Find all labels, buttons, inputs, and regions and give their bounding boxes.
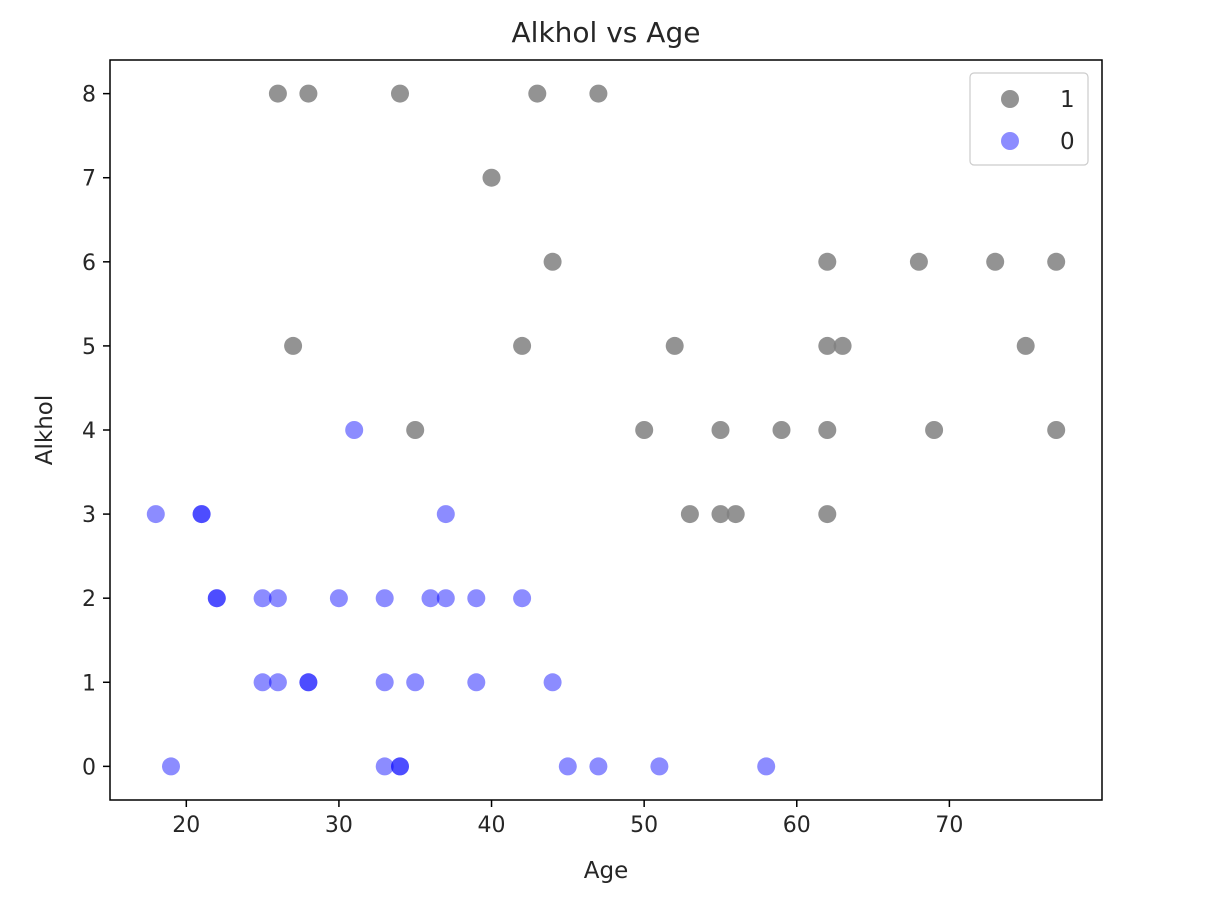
- point-series-1-6: [543, 252, 562, 271]
- y-tick-label-4: 4: [82, 419, 96, 444]
- point-series-1-16: [1016, 336, 1035, 355]
- point-series-1-24: [680, 505, 699, 524]
- point-series-1-3: [528, 84, 547, 103]
- point-series-2-25: [391, 757, 409, 776]
- chart-title: Alkhol vs Age: [512, 16, 701, 49]
- y-tick-label-2: 2: [82, 587, 96, 612]
- y-tick-label-0: 0: [82, 755, 96, 780]
- point-series-2-3: [192, 505, 211, 524]
- legend-box: [969, 72, 1089, 166]
- point-series-1-22: [925, 421, 944, 439]
- point-series-2-18: [299, 673, 318, 692]
- point-series-2-10: [375, 589, 394, 608]
- point-series-1-10: [1047, 252, 1066, 271]
- point-series-1-18: [635, 421, 654, 439]
- point-series-1-12: [513, 336, 532, 355]
- point-series-1-0: [268, 84, 287, 103]
- legend: 1 0: [969, 72, 1089, 166]
- point-series-2-5: [207, 589, 226, 608]
- x-tick-label-2: 40: [478, 813, 506, 838]
- ticks-layer: 20 30 40 50 60 70 0 1 2 3 4 5 6 7 8: [82, 83, 963, 838]
- point-series-2-9: [329, 589, 348, 608]
- point-series-2-16: [268, 673, 287, 692]
- point-series-1-15: [833, 336, 852, 355]
- point-series-2-19: [375, 673, 394, 692]
- point-series-2-15: [253, 673, 272, 692]
- point-series-1-21: [818, 421, 837, 439]
- point-series-2-7: [253, 589, 272, 608]
- y-tick-label-1: 1: [82, 671, 96, 696]
- point-series-1-25: [711, 505, 730, 524]
- point-series-1-11: [284, 336, 303, 355]
- point-series-2-6: [207, 589, 226, 608]
- point-series-1-14: [818, 336, 837, 355]
- point-series-2-22: [543, 673, 562, 692]
- point-series-2-29: [650, 757, 669, 776]
- point-series-2-2: [192, 505, 211, 524]
- point-series-2-21: [467, 673, 486, 692]
- y-tick-label-5: 5: [82, 335, 96, 360]
- point-series-1-7: [818, 252, 837, 271]
- x-tick-label-1: 30: [325, 813, 353, 838]
- point-series-2-4: [436, 505, 455, 524]
- point-series-2-12: [436, 589, 455, 608]
- point-series-2-17: [299, 673, 318, 692]
- point-series-2-0: [345, 421, 364, 439]
- legend-marker-series-2: [1001, 132, 1019, 150]
- point-series-1-2: [391, 84, 409, 103]
- point-series-2-13: [467, 589, 486, 608]
- legend-label-series-1: 1: [1060, 87, 1075, 113]
- point-series-2-11: [421, 589, 440, 608]
- point-series-1-5: [482, 168, 501, 187]
- point-series-2-26: [391, 757, 409, 776]
- x-tick-label-4: 60: [783, 813, 811, 838]
- point-series-2-14: [513, 589, 532, 608]
- point-series-1-27: [818, 505, 837, 524]
- x-tick-label-3: 50: [630, 813, 658, 838]
- point-series-2-24: [375, 757, 394, 776]
- points-layer: [146, 84, 1066, 776]
- point-series-1-1: [299, 84, 318, 103]
- point-series-2-28: [589, 757, 608, 776]
- point-series-1-8: [909, 252, 928, 271]
- point-series-2-27: [558, 757, 577, 776]
- y-tick-label-7: 7: [82, 167, 96, 192]
- legend-label-series-2: 0: [1060, 129, 1075, 155]
- x-tick-label-0: 20: [172, 813, 200, 838]
- point-series-1-13: [665, 336, 684, 355]
- point-series-1-4: [589, 84, 608, 103]
- point-series-2-8: [268, 589, 287, 608]
- y-tick-label-8: 8: [82, 83, 96, 108]
- point-series-1-20: [772, 421, 791, 439]
- y-tick-label-3: 3: [82, 503, 96, 528]
- point-series-2-20: [406, 673, 425, 692]
- point-series-1-9: [986, 252, 1005, 271]
- point-series-2-30: [757, 757, 776, 776]
- y-axis-title: Alkhol: [32, 395, 58, 465]
- x-tick-label-5: 70: [935, 813, 963, 838]
- x-axis-title: Age: [584, 858, 628, 884]
- point-series-1-23: [1047, 421, 1066, 439]
- point-series-1-17: [406, 421, 425, 439]
- point-series-1-19: [711, 421, 730, 439]
- legend-marker-series-1: [1001, 90, 1019, 108]
- point-series-1-26: [726, 505, 745, 524]
- point-series-2-23: [162, 757, 180, 776]
- y-tick-label-6: 6: [82, 251, 96, 276]
- point-series-2-1: [146, 505, 165, 524]
